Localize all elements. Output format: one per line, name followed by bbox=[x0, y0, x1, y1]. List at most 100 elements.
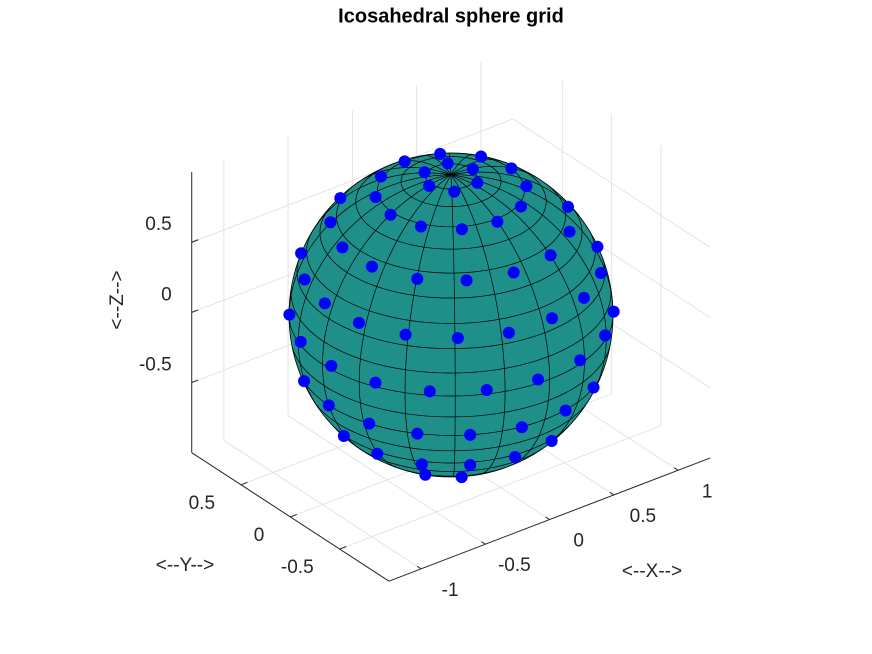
point bbox=[577, 291, 590, 304]
point bbox=[336, 241, 349, 254]
sphere-mesh bbox=[319, 207, 583, 299]
sphere-mesh bbox=[292, 347, 610, 418]
sphere-mesh bbox=[290, 286, 612, 374]
point bbox=[325, 359, 338, 372]
point bbox=[318, 297, 331, 310]
point bbox=[384, 208, 397, 221]
point bbox=[480, 383, 493, 396]
y-tick-label: -0.5 bbox=[281, 557, 314, 578]
sphere-mesh bbox=[404, 174, 452, 476]
z-axis-label: <--Z--> bbox=[107, 270, 128, 329]
point bbox=[423, 385, 436, 398]
point bbox=[599, 329, 612, 342]
point bbox=[505, 162, 518, 175]
chart-title: Icosahedral sphere grid bbox=[338, 5, 564, 27]
point bbox=[369, 190, 382, 203]
point bbox=[418, 166, 431, 179]
point bbox=[464, 428, 477, 441]
point bbox=[546, 312, 559, 325]
x-tick-label: 0.5 bbox=[630, 506, 656, 527]
sphere-mesh bbox=[296, 257, 606, 350]
sphere-mesh bbox=[450, 174, 550, 465]
sphere-mesh bbox=[336, 183, 566, 274]
x-tick-label: -0.5 bbox=[498, 555, 531, 576]
grid-line bbox=[191, 118, 514, 243]
x-tick bbox=[673, 467, 679, 471]
point bbox=[414, 220, 427, 233]
point bbox=[507, 266, 520, 279]
y-axis-label: <--Y--> bbox=[156, 555, 214, 576]
y-tick-label: 0.5 bbox=[189, 493, 215, 514]
x-tick-label: -1 bbox=[442, 580, 459, 601]
point bbox=[574, 354, 587, 367]
y-tick bbox=[339, 546, 347, 550]
x-tick bbox=[609, 491, 615, 496]
point bbox=[298, 273, 311, 286]
sphere-mesh bbox=[314, 402, 588, 452]
point bbox=[594, 266, 607, 279]
sphere-mesh bbox=[450, 159, 502, 175]
point bbox=[460, 274, 473, 287]
x-axis-label: <--X--> bbox=[622, 561, 682, 582]
point bbox=[515, 421, 528, 434]
z-tick bbox=[191, 379, 199, 383]
point bbox=[475, 150, 488, 163]
point bbox=[520, 180, 533, 193]
point bbox=[451, 332, 464, 345]
y-tick bbox=[240, 481, 248, 486]
x-tick bbox=[481, 541, 486, 545]
sphere-mesh bbox=[306, 230, 596, 324]
point bbox=[455, 223, 468, 236]
point bbox=[399, 328, 412, 341]
point bbox=[398, 155, 411, 168]
point bbox=[559, 404, 572, 417]
point bbox=[544, 249, 557, 262]
point bbox=[369, 376, 382, 389]
x-tick-label: 0 bbox=[573, 531, 584, 552]
point bbox=[455, 471, 468, 484]
sphere-mesh bbox=[297, 174, 452, 409]
sphere-mesh bbox=[288, 174, 452, 318]
sphere-mesh bbox=[396, 467, 506, 477]
sphere-mesh bbox=[356, 167, 452, 184]
point bbox=[375, 170, 388, 183]
point bbox=[509, 451, 522, 464]
point bbox=[561, 200, 574, 213]
sphere-mesh bbox=[450, 174, 506, 475]
sphere-mesh bbox=[288, 317, 614, 397]
x-tick bbox=[545, 516, 550, 520]
point bbox=[337, 429, 350, 442]
point bbox=[423, 179, 436, 192]
y-tick-label: 0 bbox=[254, 525, 265, 546]
point bbox=[419, 468, 432, 481]
point bbox=[563, 225, 576, 238]
point bbox=[607, 305, 620, 318]
z-tick bbox=[191, 239, 199, 243]
point bbox=[502, 326, 515, 339]
point bbox=[471, 176, 484, 189]
point bbox=[324, 216, 337, 229]
y-tick bbox=[290, 514, 297, 518]
point bbox=[491, 215, 504, 228]
point bbox=[411, 427, 424, 440]
point bbox=[591, 240, 604, 253]
point bbox=[545, 434, 558, 447]
point bbox=[587, 381, 600, 394]
sphere-mesh bbox=[450, 154, 474, 175]
z-tick bbox=[191, 309, 199, 313]
sphere-mesh bbox=[450, 174, 607, 394]
sphere-mesh bbox=[332, 425, 570, 464]
point bbox=[415, 458, 428, 471]
point bbox=[532, 373, 545, 386]
z-tick-label: 0 bbox=[161, 284, 172, 305]
point bbox=[294, 335, 307, 348]
point bbox=[363, 417, 376, 430]
point bbox=[334, 192, 347, 205]
sphere-mesh bbox=[358, 174, 452, 469]
point bbox=[464, 459, 477, 472]
point bbox=[434, 147, 447, 160]
point bbox=[295, 247, 308, 260]
z-tick-label: -0.5 bbox=[139, 355, 172, 376]
sphere-mesh bbox=[450, 174, 585, 444]
point bbox=[514, 200, 527, 213]
